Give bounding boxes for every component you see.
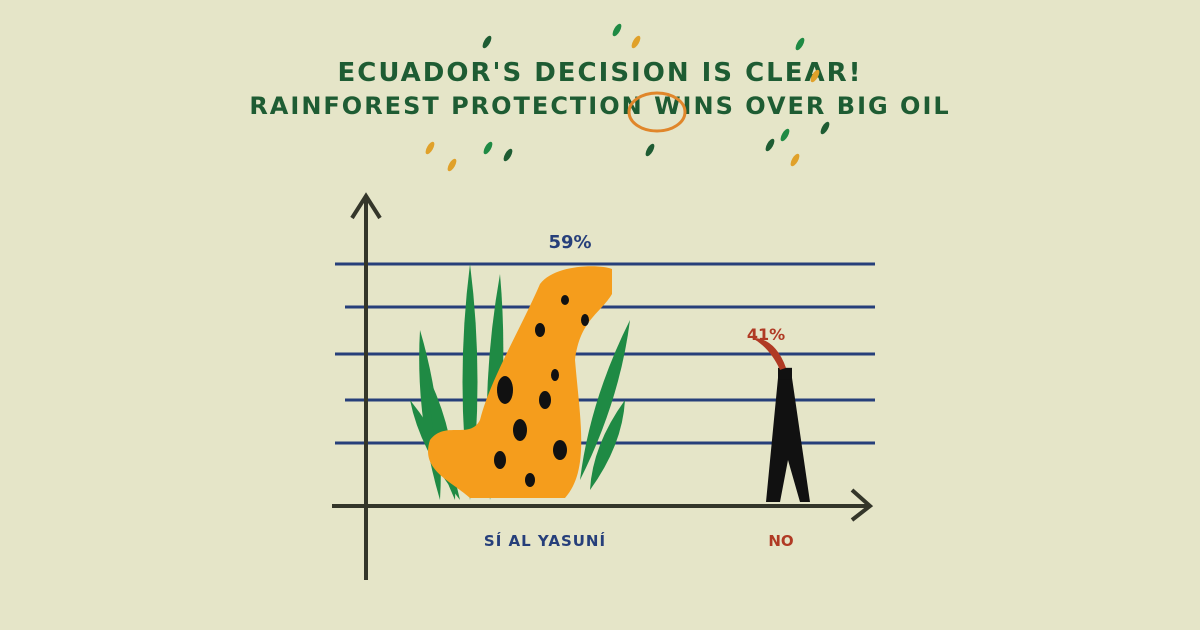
jaguar-spot (513, 419, 527, 441)
category-label-yes: SÍ AL YASUNÍ (484, 531, 606, 550)
jaguar-spot (553, 440, 567, 460)
confetti-leaf (631, 35, 641, 49)
bar-yes-jaguar (410, 264, 630, 500)
y-axis-arrow-icon (350, 192, 382, 220)
confetti-leaf (612, 23, 622, 37)
jaguar-spot (494, 451, 506, 469)
derrick-top (778, 367, 792, 380)
confetti-leaf (503, 148, 513, 162)
foliage-leaf (580, 320, 630, 480)
jaguar (428, 266, 612, 498)
oil-derrick (766, 377, 810, 502)
confetti-leaf (425, 141, 435, 155)
data-label-no: 41% (747, 325, 785, 344)
jaguar-spot (581, 314, 589, 326)
confetti-leaf (447, 158, 457, 172)
wins-highlight-circle (627, 91, 687, 133)
confetti-leaf (795, 37, 805, 51)
confetti-leaf (765, 138, 775, 152)
x-axis-arrow-icon (850, 488, 874, 522)
confetti-leaf (645, 143, 655, 157)
flame-icon (752, 337, 786, 370)
bar-no-derrick (752, 337, 810, 502)
confetti-leaf (780, 128, 790, 142)
jaguar-spot (551, 369, 559, 381)
jaguar-spot (561, 295, 569, 305)
confetti-leaf (790, 153, 800, 167)
confetti-leaf (820, 121, 830, 135)
jaguar-spot (525, 473, 535, 487)
jaguar-spot (535, 323, 545, 337)
foliage-leaf (590, 400, 625, 490)
confetti-leaf (810, 69, 820, 83)
confetti-leaf (482, 35, 492, 49)
jaguar-spot (497, 376, 513, 404)
chart-subtitle: RAINFOREST PROTECTION WINS OVER BIG OIL (249, 92, 951, 120)
category-label-no: NO (768, 532, 793, 550)
jaguar-spot (539, 391, 551, 409)
data-label-yes: 59% (548, 232, 591, 253)
confetti-leaf (483, 141, 493, 155)
chart-title: ECUADOR'S DECISION IS CLEAR! (337, 58, 863, 88)
confetti-decoration (425, 23, 830, 172)
